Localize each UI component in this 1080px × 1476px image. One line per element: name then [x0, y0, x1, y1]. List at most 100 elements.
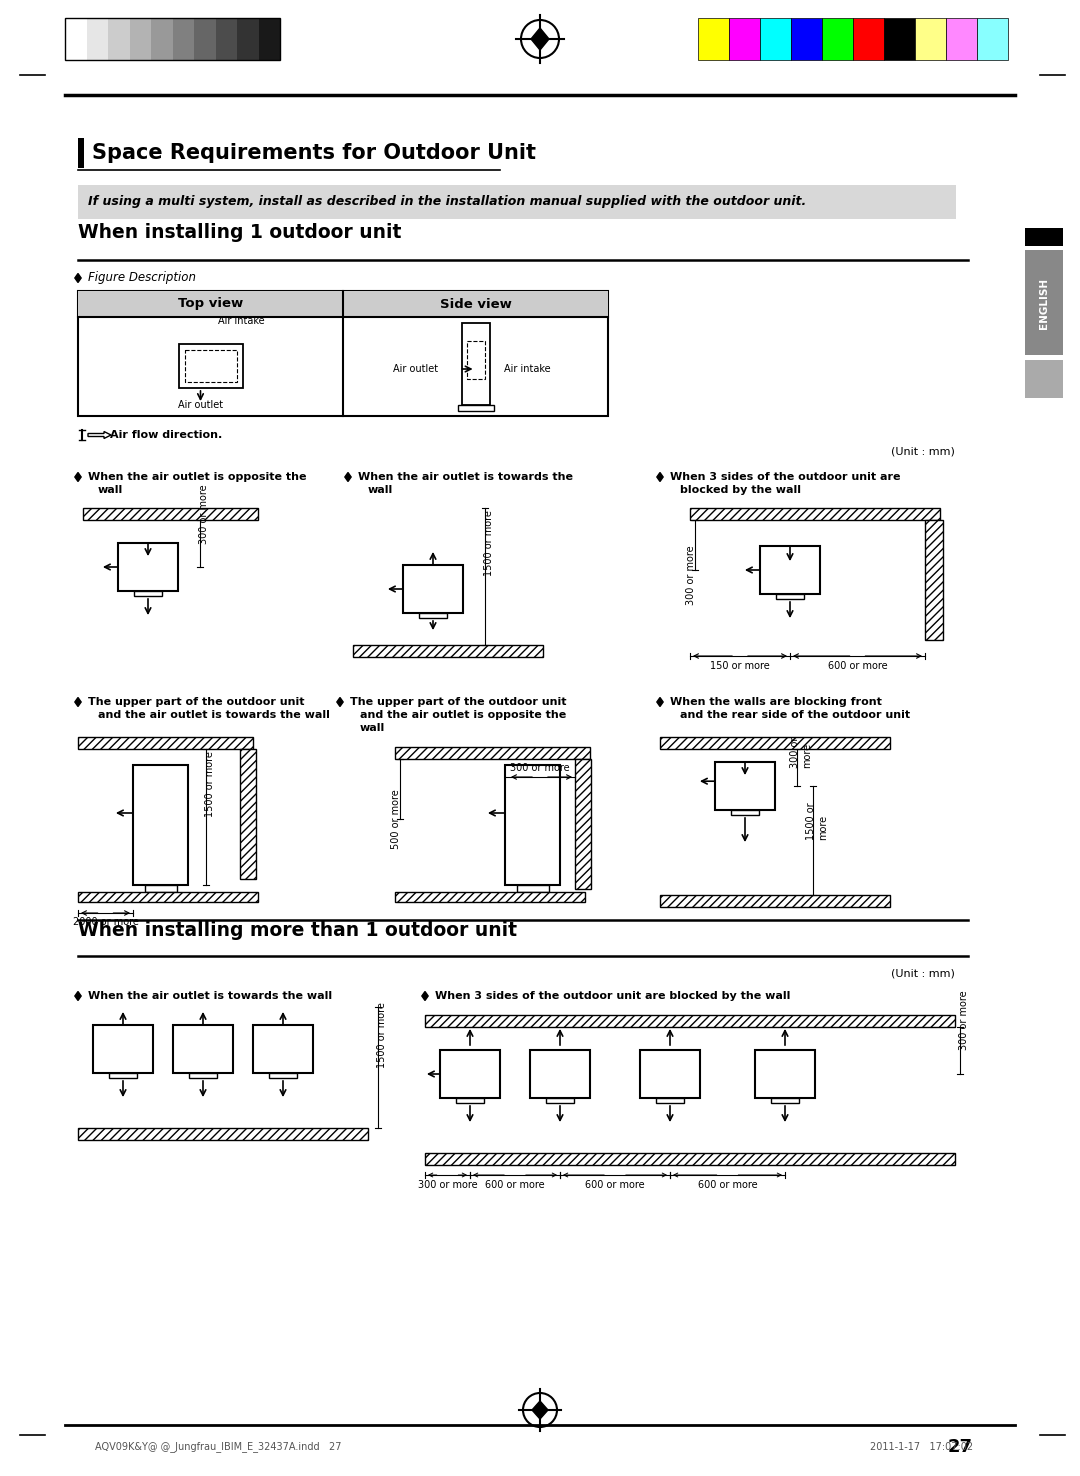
- Bar: [109, 1073, 137, 1077]
- Bar: [130, 18, 151, 61]
- Polygon shape: [531, 28, 549, 50]
- Bar: [253, 1024, 313, 1073]
- Bar: [185, 350, 237, 382]
- Text: When the air outlet is opposite the: When the air outlet is opposite the: [87, 472, 307, 483]
- Bar: [575, 759, 591, 889]
- Text: ENGLISH: ENGLISH: [1039, 277, 1049, 329]
- Text: Air intake: Air intake: [504, 365, 551, 373]
- Bar: [461, 323, 489, 404]
- Bar: [977, 18, 1008, 61]
- Bar: [78, 291, 343, 317]
- Text: and the air outlet is towards the wall: and the air outlet is towards the wall: [98, 710, 329, 720]
- Bar: [791, 18, 822, 61]
- Bar: [65, 18, 280, 61]
- Text: 600 or more: 600 or more: [485, 1179, 544, 1190]
- Text: When installing more than 1 outdoor unit: When installing more than 1 outdoor unit: [78, 921, 517, 940]
- Bar: [505, 765, 561, 886]
- Text: Air outlet: Air outlet: [393, 365, 438, 373]
- Text: Side view: Side view: [440, 298, 512, 310]
- Polygon shape: [75, 273, 81, 282]
- Text: Space Requirements for Outdoor Unit: Space Requirements for Outdoor Unit: [92, 143, 536, 162]
- Polygon shape: [75, 698, 81, 707]
- Text: 500 or more: 500 or more: [391, 790, 401, 849]
- Text: (Unit : mm): (Unit : mm): [891, 970, 955, 979]
- Bar: [403, 565, 463, 613]
- Bar: [458, 404, 494, 410]
- Bar: [189, 1073, 217, 1077]
- Bar: [853, 18, 885, 61]
- Text: When 3 sides of the outdoor unit are blocked by the wall: When 3 sides of the outdoor unit are blo…: [435, 990, 791, 1001]
- Polygon shape: [532, 1401, 548, 1418]
- Text: When the air outlet is towards the: When the air outlet is towards the: [357, 472, 573, 483]
- Bar: [656, 1098, 684, 1103]
- Polygon shape: [345, 472, 351, 481]
- Bar: [1025, 360, 1063, 399]
- Text: and the air outlet is opposite the: and the air outlet is opposite the: [360, 710, 566, 720]
- Bar: [240, 748, 256, 880]
- Bar: [885, 18, 915, 61]
- Text: When the walls are blocking front: When the walls are blocking front: [670, 697, 882, 707]
- Polygon shape: [422, 992, 428, 1001]
- Polygon shape: [75, 472, 81, 481]
- Bar: [353, 645, 543, 657]
- Bar: [178, 344, 243, 388]
- Bar: [395, 747, 590, 759]
- Text: 300 or more: 300 or more: [199, 484, 210, 543]
- Bar: [269, 1073, 297, 1077]
- Bar: [343, 291, 608, 317]
- Bar: [690, 508, 940, 520]
- Text: Top view: Top view: [178, 298, 243, 310]
- Bar: [419, 613, 447, 618]
- Bar: [258, 18, 280, 61]
- Bar: [426, 1015, 955, 1027]
- Bar: [1025, 249, 1063, 356]
- Bar: [83, 508, 258, 520]
- Bar: [78, 291, 608, 416]
- Text: 300 or
more: 300 or more: [791, 737, 812, 768]
- Text: 300 or more: 300 or more: [686, 545, 696, 605]
- Bar: [78, 184, 956, 218]
- Bar: [134, 590, 162, 596]
- Polygon shape: [657, 698, 663, 707]
- Bar: [660, 737, 890, 748]
- Text: 2000 or more: 2000 or more: [72, 917, 138, 927]
- Polygon shape: [657, 472, 663, 481]
- Bar: [65, 18, 86, 61]
- Text: Air flow direction.: Air flow direction.: [110, 430, 222, 440]
- Bar: [151, 18, 173, 61]
- Bar: [78, 892, 258, 902]
- Bar: [760, 18, 791, 61]
- Bar: [640, 1049, 700, 1098]
- Text: wall: wall: [368, 486, 393, 494]
- Bar: [78, 1128, 368, 1139]
- Bar: [760, 546, 820, 593]
- Bar: [93, 1024, 153, 1073]
- Text: When the air outlet is towards the wall: When the air outlet is towards the wall: [87, 990, 333, 1001]
- Text: 600 or more: 600 or more: [827, 661, 888, 672]
- Text: (Unit : mm): (Unit : mm): [891, 447, 955, 458]
- Text: 1500 or
more: 1500 or more: [806, 803, 827, 840]
- Bar: [924, 520, 943, 641]
- Bar: [133, 765, 188, 886]
- Bar: [440, 1049, 500, 1098]
- Text: Air outlet: Air outlet: [178, 400, 224, 410]
- Bar: [822, 18, 853, 61]
- Text: 27: 27: [947, 1438, 972, 1455]
- Text: 600 or more: 600 or more: [698, 1179, 757, 1190]
- Bar: [194, 18, 216, 61]
- Text: wall: wall: [360, 723, 386, 734]
- Text: If using a multi system, install as described in the installation manual supplie: If using a multi system, install as desc…: [87, 195, 807, 208]
- Polygon shape: [75, 992, 81, 1001]
- Bar: [216, 18, 237, 61]
- Text: 300 or more: 300 or more: [959, 990, 969, 1051]
- Bar: [78, 137, 84, 168]
- Text: blocked by the wall: blocked by the wall: [680, 486, 801, 494]
- Bar: [698, 18, 729, 61]
- Bar: [915, 18, 946, 61]
- Bar: [456, 1098, 484, 1103]
- Bar: [78, 737, 253, 748]
- Bar: [237, 18, 258, 61]
- Text: 2011-1-17   17:07:02: 2011-1-17 17:07:02: [870, 1442, 973, 1452]
- Bar: [530, 1049, 590, 1098]
- Text: Air intake: Air intake: [218, 316, 265, 326]
